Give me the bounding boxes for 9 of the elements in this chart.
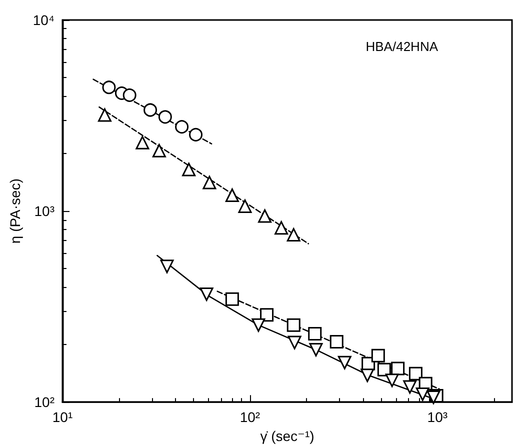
annotation: HBA/42HNA [366,39,438,54]
x-tick-label: 10² [240,409,260,426]
x-tick-label: 10¹ [52,409,73,426]
x-axis-title: γ̇ (sec⁻¹) [260,428,314,444]
y-axis-title: η (PA·sec) [7,178,23,244]
y-tick-label: 10³ [34,203,55,220]
y-tick-label: 10² [34,394,55,410]
x-tick-label: 10³ [427,409,448,426]
y-tick-label: 10⁴ [32,12,54,28]
